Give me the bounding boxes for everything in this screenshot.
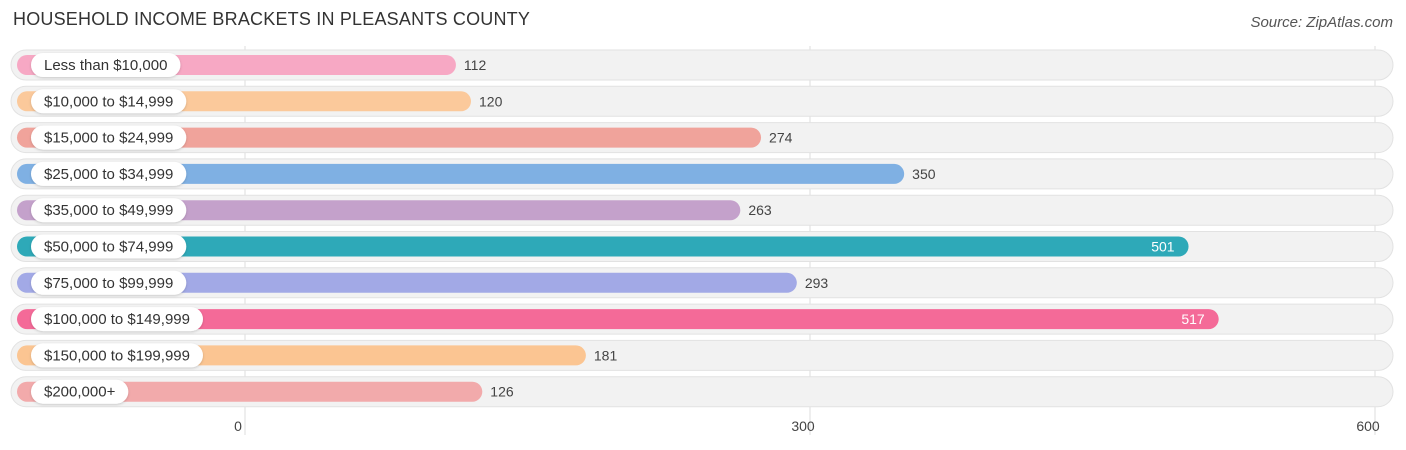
bar — [17, 236, 1189, 257]
bar-row: $50,000 to $74,999 501 — [10, 231, 1394, 262]
bar-row: $25,000 to $34,999 350 — [10, 158, 1394, 190]
value-label: 181 — [594, 347, 618, 363]
bar — [17, 309, 1219, 330]
bar-row: $10,000 to $14,999 120 — [10, 85, 1394, 117]
value-label: 501 — [1151, 239, 1175, 255]
bar-row: $150,000 to $199,999 181 — [10, 339, 1394, 371]
category-label: $75,000 to $99,999 — [44, 275, 173, 292]
category-label-pill — [31, 307, 203, 332]
category-label: $100,000 to $149,999 — [44, 311, 190, 328]
category-label-pill — [31, 89, 187, 114]
category-label: $35,000 to $49,999 — [44, 202, 173, 219]
value-label: 293 — [805, 275, 829, 291]
bar-row: $35,000 to $49,999 263 — [10, 194, 1394, 226]
category-label: $10,000 to $14,999 — [44, 93, 173, 110]
bar-row: Less than $10,000 112 — [10, 49, 1394, 81]
category-label-pill — [31, 270, 187, 295]
category-label-pill — [31, 379, 129, 404]
category-label: $200,000+ — [44, 384, 116, 401]
category-label: $50,000 to $74,999 — [44, 239, 173, 256]
bars: Less than $10,000 112 $10,000 to $14,999 12… — [10, 49, 1394, 408]
x-axis-ticks: 0 300 600 — [234, 418, 1380, 434]
category-label-pill — [31, 53, 181, 77]
source-credit: Source: ZipAtlas.com — [1250, 14, 1393, 31]
value-label: 126 — [490, 384, 514, 400]
category-label-pill — [31, 343, 203, 368]
bar-row: $15,000 to $24,999 274 — [10, 122, 1394, 154]
value-label: 517 — [1181, 311, 1205, 327]
bar — [17, 127, 762, 148]
bar-row: $100,000 to $149,999 517 — [10, 303, 1394, 335]
x-tick-label: 0 — [234, 418, 242, 434]
category-label-pill — [31, 198, 187, 223]
bar — [17, 381, 483, 402]
category-label: $150,000 to $199,999 — [44, 347, 190, 364]
category-label: Less than $10,000 — [44, 57, 167, 74]
bar-row: $200,000+ 126 — [10, 376, 1394, 408]
bar — [17, 200, 741, 221]
value-label: 112 — [464, 57, 487, 73]
x-tick-label: 300 — [791, 418, 815, 434]
value-label: 350 — [912, 166, 936, 182]
x-tick-label: 600 — [1356, 418, 1380, 434]
category-label-pill — [31, 234, 187, 259]
category-label-pill — [31, 125, 187, 150]
category-label: $15,000 to $24,999 — [44, 130, 173, 147]
value-label: 274 — [769, 130, 793, 146]
value-label: 263 — [748, 202, 772, 218]
bar-row: $75,000 to $99,999 293 — [10, 267, 1394, 299]
chart-title: HOUSEHOLD INCOME BRACKETS IN PLEASANTS C… — [13, 9, 531, 29]
bar — [17, 163, 905, 184]
category-label: $25,000 to $34,999 — [44, 166, 173, 183]
value-label: 120 — [479, 93, 503, 109]
bar — [17, 272, 797, 293]
category-label-pill — [31, 161, 187, 186]
